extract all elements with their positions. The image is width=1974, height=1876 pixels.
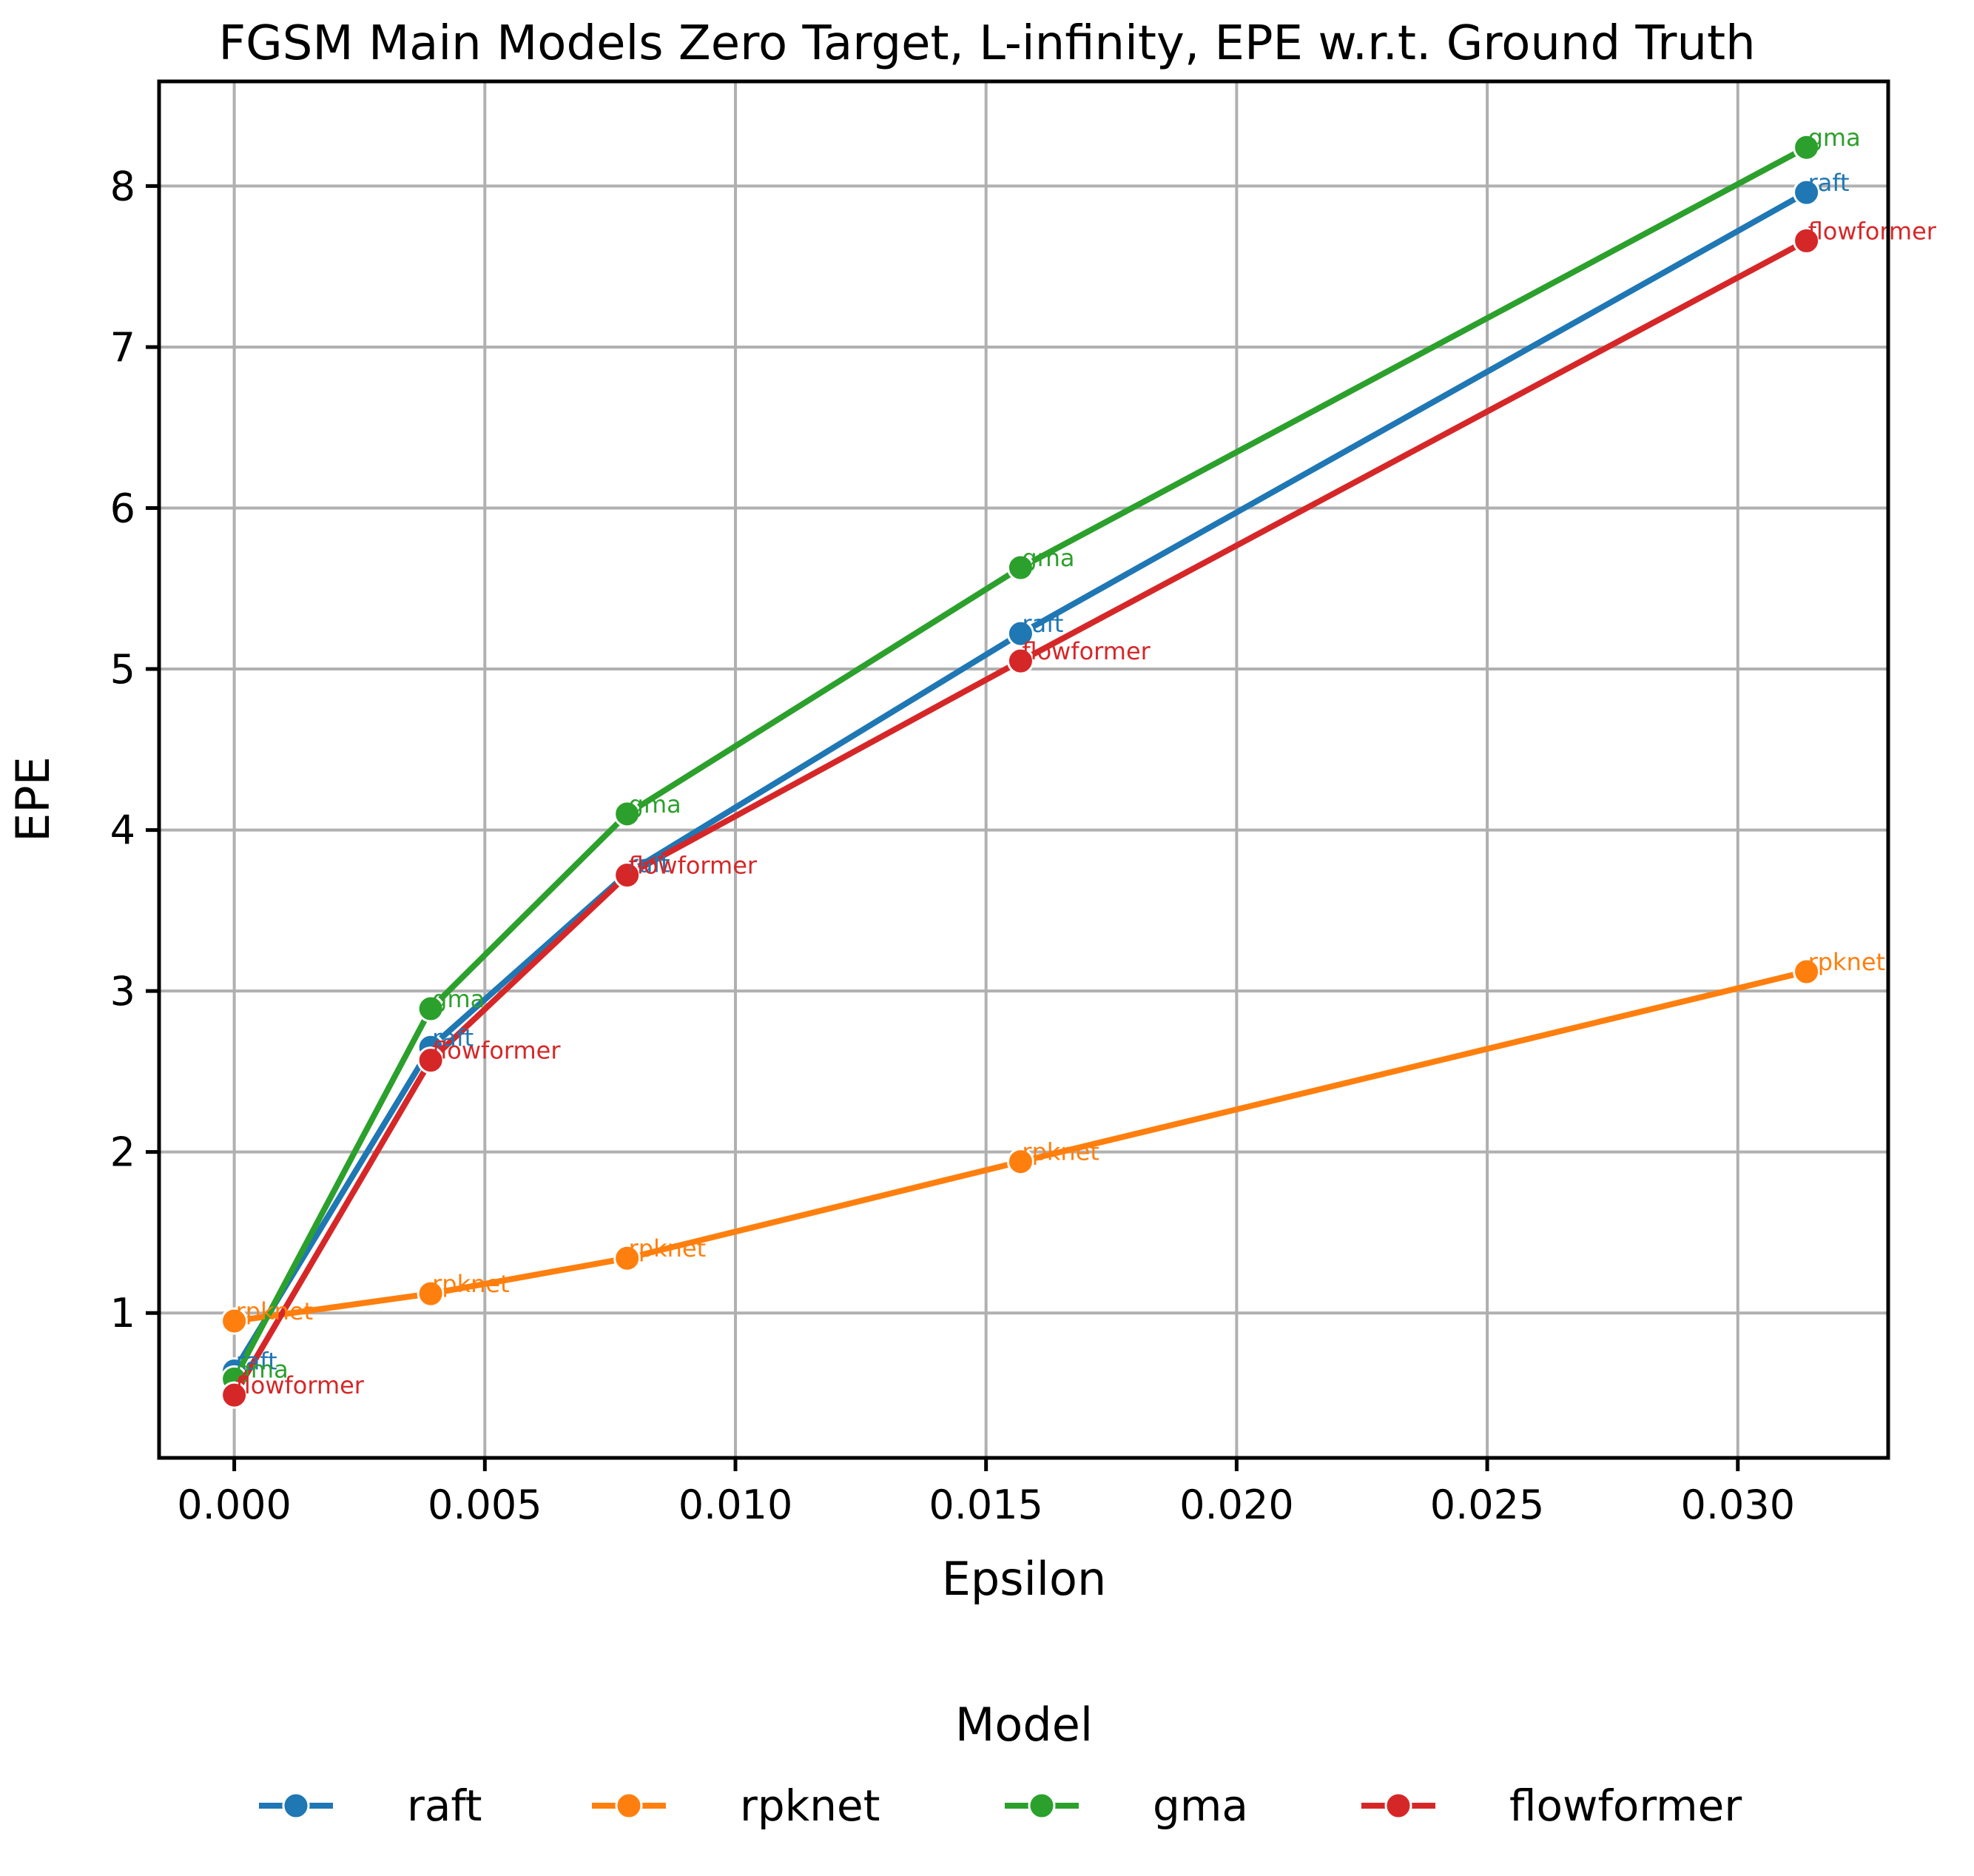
x-tick-label: 0.010 (678, 1482, 793, 1528)
y-tick-label: 5 (110, 646, 135, 693)
point-label-rpknet: rpknet (1022, 1138, 1099, 1166)
y-tick-label: 7 (110, 324, 135, 371)
chart-title: FGSM Main Models Zero Target, L-infinity… (218, 16, 1755, 71)
data-point-gma (1793, 133, 1821, 161)
series-flowformer (220, 226, 1821, 1409)
x-tick-label: 0.015 (929, 1482, 1043, 1528)
x-tick-label: 0.020 (1179, 1482, 1294, 1528)
point-label-flowformer: flowformer (1808, 217, 1937, 245)
grid (159, 81, 1888, 1458)
point-label-raft: raft (1022, 610, 1063, 638)
point-label-flowformer: flowformer (432, 1037, 561, 1065)
point-label-rpknet: rpknet (629, 1234, 707, 1263)
legend-items: raft rpknet gma flowformer (259, 1781, 1742, 1831)
legend-swatch-marker (615, 1792, 643, 1820)
point-label-rpknet: rpknet (1808, 948, 1886, 976)
data-point-rpknet (1006, 1148, 1034, 1176)
point-label-flowformer: flowformer (236, 1371, 365, 1399)
data-point-gma (1006, 554, 1034, 582)
legend-label: gma (1153, 1781, 1248, 1831)
x-axis-title: Epsilon (942, 1552, 1107, 1606)
y-tick-label: 3 (110, 968, 135, 1015)
point-label-gma: gma (236, 1355, 289, 1383)
point-label-gma: gma (1022, 544, 1074, 572)
legend-item-raft: raft (259, 1781, 482, 1831)
point-label-gma: gma (629, 790, 681, 818)
point-labels: raft raft raft raft raft rpknet rpknet rpknet rp… (236, 124, 1937, 1399)
series-rpknet (220, 958, 1821, 1335)
data-point-flowformer (1006, 647, 1034, 675)
legend-swatch-marker (1028, 1792, 1056, 1820)
data-point-rpknet (220, 1307, 249, 1335)
legend-swatch-marker (1384, 1792, 1412, 1820)
data-point-rpknet (1793, 958, 1821, 986)
legend-label: raft (407, 1781, 482, 1831)
point-label-raft: raft (1808, 169, 1850, 197)
legend: Model raft rpknet gma flowformer (259, 1698, 1742, 1831)
legend-label: rpknet (740, 1781, 880, 1831)
point-label-gma: gma (432, 985, 485, 1013)
y-axis: 1 2 3 4 5 6 7 8 (110, 163, 159, 1337)
point-label-raft: raft (629, 850, 670, 878)
legend-item-flowformer: flowformer (1361, 1781, 1742, 1831)
data-point-flowformer (613, 861, 641, 889)
y-axis-title: EPE (6, 756, 60, 842)
y-tick-label: 6 (110, 485, 135, 531)
y-tick-label: 1 (110, 1290, 135, 1337)
data-point-gma (417, 995, 445, 1023)
data-point-raft (1793, 178, 1821, 206)
x-axis: 0.000 0.005 0.010 0.015 0.020 0.025 0.030 (177, 1458, 1795, 1528)
point-label-raft: raft (432, 1023, 474, 1052)
data-point-rpknet (613, 1244, 641, 1272)
data-point-rpknet (417, 1280, 445, 1308)
series-layer (220, 133, 1821, 1409)
legend-title: Model (955, 1698, 1093, 1752)
y-tick-label: 4 (110, 807, 135, 854)
data-point-flowformer (1793, 226, 1821, 255)
point-label-rpknet: rpknet (236, 1297, 314, 1325)
point-label-rpknet: rpknet (432, 1270, 510, 1298)
point-label-flowformer: flowformer (1022, 637, 1151, 665)
data-point-gma (613, 800, 641, 828)
point-label-flowformer: flowformer (629, 851, 758, 879)
point-label-gma: gma (1808, 124, 1861, 152)
data-point-flowformer (220, 1381, 249, 1409)
point-label-raft: raft (236, 1348, 277, 1376)
y-tick-label: 8 (110, 163, 135, 209)
plot-frame (157, 79, 1890, 1460)
x-tick-label: 0.025 (1430, 1482, 1545, 1528)
legend-item-gma: gma (1005, 1781, 1248, 1831)
x-tick-label: 0.030 (1680, 1482, 1795, 1528)
data-point-raft (1006, 619, 1034, 648)
x-tick-label: 0.005 (428, 1482, 542, 1528)
x-tick-label: 0.000 (177, 1482, 292, 1528)
legend-swatch-marker (282, 1792, 310, 1820)
data-point-flowformer (417, 1046, 445, 1075)
legend-label: flowformer (1509, 1781, 1742, 1831)
legend-item-rpknet: rpknet (592, 1781, 880, 1831)
y-tick-label: 2 (110, 1129, 135, 1176)
